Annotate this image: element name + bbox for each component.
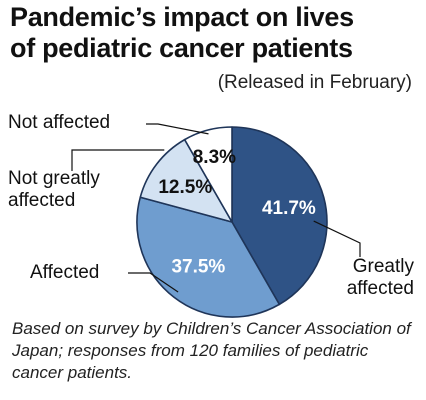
value-label-not-affected: 8.3% [193, 147, 236, 168]
pie-slice-affected [136, 196, 281, 318]
leader-line-greatly-affected [313, 220, 361, 257]
pie-slice-greatly-affected [231, 126, 328, 306]
value-label-greatly-affected: 41.7% [262, 198, 316, 219]
category-label-not-affected: Not affected [8, 112, 111, 133]
pie-slice-not-greatly-affected [139, 138, 233, 223]
chart-title-line-1: Pandemic’s impact on lives [10, 2, 354, 32]
chart-footnote: Based on survey by Children’s Cancer Ass… [12, 319, 411, 382]
pie-slice-not-affected [183, 126, 233, 223]
leader-line-not-affected [146, 123, 209, 135]
category-label-greatly-affected: Greatly affected [346, 256, 414, 299]
chart-title-line-2: of pediatric cancer patients [10, 33, 353, 63]
leader-line-affected [128, 272, 179, 293]
chart-subtitle: (Released in February) [217, 72, 412, 93]
category-label-affected: Affected [30, 262, 100, 283]
chart-title: Pandemic’s impact on lives of pediatric … [10, 2, 420, 64]
value-label-not-greatly-affected: 12.5% [158, 177, 212, 198]
leader-line-not-greatly-affected [71, 149, 165, 171]
value-label-affected: 37.5% [171, 257, 225, 278]
category-label-not-greatly-affected: Not greatly affected [8, 168, 100, 211]
